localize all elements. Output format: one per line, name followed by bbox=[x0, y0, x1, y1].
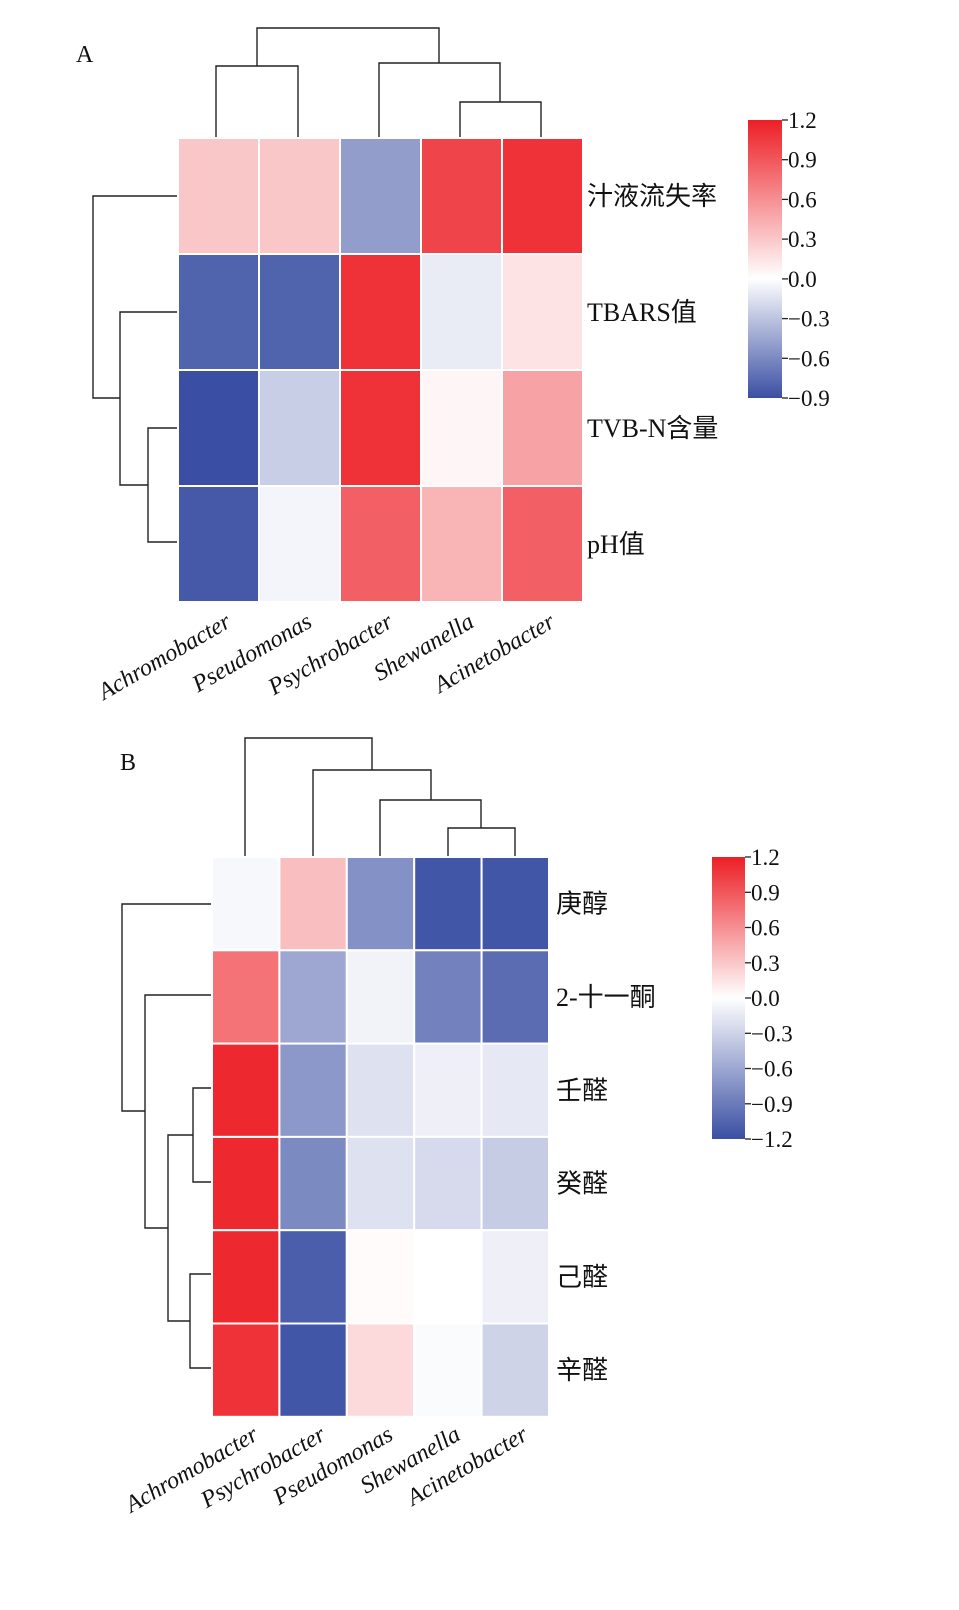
row-label-a-1: TBARS值 bbox=[587, 298, 697, 327]
heatmap-cell-a-r0-c3 bbox=[420, 137, 503, 255]
colorbar-tick-label-a-3: 0.3 bbox=[788, 227, 817, 252]
row-label-b-1: 2-十一酮 bbox=[556, 983, 656, 1012]
heatmap-cell-b-r2-c4 bbox=[480, 1042, 551, 1138]
colorbar-ticks-a: 1.2 0.9 0.6 0.3 0.0 −0.3 −0.6 −0.9 bbox=[782, 108, 830, 411]
heatmap-cell-a-r3-c4 bbox=[501, 485, 584, 603]
heatmap-cell-a-r1-c2 bbox=[339, 253, 422, 371]
heatmap-cell-b-r5-c4 bbox=[480, 1322, 551, 1418]
colorbar-tick-label-b-4: 0.0 bbox=[751, 986, 780, 1011]
colorbar-tick-label-a-0: 1.2 bbox=[788, 108, 817, 133]
row-label-a-2: TVB-N含量 bbox=[587, 414, 718, 443]
heatmap-cell-a-r1-c0 bbox=[177, 253, 260, 371]
colorbar-gradient-b bbox=[712, 857, 745, 1139]
column-dendrogram-b bbox=[244, 737, 516, 857]
colorbar-b: 1.2 0.9 0.6 0.3 0.0 −0.3 −0.6 −0.9 −1.2 bbox=[712, 845, 793, 1152]
colorbar-ticks-b: 1.2 0.9 0.6 0.3 0.0 −0.3 −0.6 −0.9 −1.2 bbox=[745, 845, 793, 1152]
colorbar-tick-label-a-4: 0.0 bbox=[788, 267, 817, 292]
heatmap-cell-b-r5-c0 bbox=[211, 1322, 281, 1418]
heatmap-cell-a-r0-c1 bbox=[258, 137, 341, 255]
heatmap-cell-b-r3-c4 bbox=[480, 1135, 551, 1232]
heatmap-cell-b-r5-c2 bbox=[345, 1322, 416, 1418]
heatmap-cell-b-r1-c1 bbox=[278, 949, 348, 1045]
heatmap-cell-b-r4-c0 bbox=[211, 1229, 281, 1325]
colorbar-tick-label-b-2: 0.6 bbox=[751, 916, 780, 941]
row-label-b-4: 己醛 bbox=[556, 1263, 608, 1292]
heatmap-cell-b-r0-c4 bbox=[480, 856, 551, 952]
row-label-b-3: 癸醛 bbox=[556, 1170, 608, 1199]
heatmap-cell-b-r0-c1 bbox=[278, 856, 348, 952]
heatmap-cell-a-r0-c2 bbox=[339, 137, 422, 255]
heatmap-cell-b-r3-c1 bbox=[278, 1135, 348, 1232]
heatmap-cell-b-r2-c3 bbox=[413, 1042, 483, 1138]
heatmap-cell-a-r3-c1 bbox=[258, 485, 341, 603]
heatmap-cell-a-r0-c4 bbox=[501, 137, 584, 255]
heatmap-cell-a-r2-c2 bbox=[339, 369, 422, 487]
heatmap-cell-a-r2-c4 bbox=[501, 369, 584, 487]
heatmap-cell-a-r3-c3 bbox=[420, 485, 503, 603]
heatmap-cells-b bbox=[211, 856, 551, 1418]
heatmap-cell-b-r4-c1 bbox=[278, 1229, 348, 1325]
heatmap-cell-a-r2-c1 bbox=[258, 369, 341, 487]
column-labels-b: AchromobacterPsychrobacterPseudomonasShe… bbox=[119, 1421, 532, 1519]
colorbar-tick-label-b-3: 0.3 bbox=[751, 951, 780, 976]
heatmap-cell-b-r0-c3 bbox=[413, 856, 483, 952]
heatmap-a: A 汁液流失率 TBARS值 TVB-N含量 pH值 AchromobacterPse… bbox=[76, 27, 830, 706]
heatmap-cell-b-r1-c4 bbox=[480, 949, 551, 1045]
heatmap-cell-a-r1-c3 bbox=[420, 253, 503, 371]
column-label-a-0: Achromobacter bbox=[92, 608, 236, 706]
heatmap-cell-b-r2-c2 bbox=[345, 1042, 416, 1138]
heatmap-cell-a-r2-c0 bbox=[177, 369, 260, 487]
colorbar-tick-label-b-7: −0.9 bbox=[751, 1092, 793, 1117]
heatmap-cell-b-r0-c0 bbox=[211, 856, 281, 952]
heatmap-cell-a-r2-c3 bbox=[420, 369, 503, 487]
colorbar-tick-label-a-6: −0.6 bbox=[788, 346, 830, 371]
colorbar-tick-label-a-7: −0.9 bbox=[788, 386, 830, 411]
colorbar-tick-label-a-2: 0.6 bbox=[788, 187, 817, 212]
row-labels-a: 汁液流失率 TBARS值 TVB-N含量 pH值 bbox=[587, 182, 718, 559]
colorbar-tick-label-b-5: −0.3 bbox=[751, 1021, 793, 1046]
colorbar-tick-label-b-0: 1.2 bbox=[751, 845, 780, 870]
row-label-a-0: 汁液流失率 bbox=[587, 182, 717, 211]
heatmap-cell-b-r5-c1 bbox=[278, 1322, 348, 1418]
panel-label-a: A bbox=[76, 42, 94, 68]
heatmap-cell-b-r0-c2 bbox=[345, 856, 416, 952]
heatmap-cell-b-r2-c0 bbox=[211, 1042, 281, 1138]
colorbar-tick-label-b-8: −1.2 bbox=[751, 1127, 793, 1152]
row-label-b-5: 辛醛 bbox=[556, 1356, 608, 1385]
colorbar-a: 1.2 0.9 0.6 0.3 0.0 −0.3 −0.6 −0.9 bbox=[748, 108, 830, 411]
heatmap-cell-a-r0-c0 bbox=[177, 137, 260, 255]
colorbar-tick-label-b-1: 0.9 bbox=[751, 880, 780, 905]
colorbar-tick-label-a-5: −0.3 bbox=[788, 307, 830, 332]
column-dendrogram-a bbox=[215, 27, 542, 138]
heatmap-cell-b-r5-c3 bbox=[413, 1322, 483, 1418]
panel-label-b: B bbox=[120, 750, 136, 776]
row-label-a-3: pH值 bbox=[587, 530, 645, 559]
heatmap-cell-b-r1-c2 bbox=[345, 949, 416, 1045]
heatmap-cells-a bbox=[177, 137, 584, 603]
heatmap-cell-a-r3-c0 bbox=[177, 485, 260, 603]
column-labels-a: AchromobacterPseudomonasPsychrobacterShe… bbox=[92, 608, 560, 706]
heatmap-cell-b-r3-c2 bbox=[345, 1135, 416, 1232]
heatmap-cell-a-r1-c1 bbox=[258, 253, 341, 371]
heatmap-cell-a-r3-c2 bbox=[339, 485, 422, 603]
heatmap-cell-b-r4-c3 bbox=[413, 1229, 483, 1325]
heatmap-cell-b-r2-c1 bbox=[278, 1042, 348, 1138]
colorbar-gradient-a bbox=[748, 120, 782, 398]
row-dendrogram-b bbox=[121, 903, 212, 1369]
heatmap-cell-b-r3-c0 bbox=[211, 1135, 281, 1232]
heatmap-cell-b-r1-c3 bbox=[413, 949, 483, 1045]
row-label-b-0: 庚醇 bbox=[556, 890, 608, 919]
heatmap-cell-b-r1-c0 bbox=[211, 949, 281, 1045]
colorbar-tick-label-a-1: 0.9 bbox=[788, 148, 817, 173]
heatmap-cell-b-r4-c2 bbox=[345, 1229, 416, 1325]
heatmap-cell-b-r4-c4 bbox=[480, 1229, 551, 1325]
colorbar-tick-label-b-6: −0.6 bbox=[751, 1057, 793, 1082]
row-label-b-2: 壬醛 bbox=[556, 1076, 608, 1105]
heatmap-cell-b-r3-c3 bbox=[413, 1135, 483, 1232]
heatmap-cell-a-r1-c4 bbox=[501, 253, 584, 371]
row-dendrogram-a bbox=[92, 195, 178, 543]
